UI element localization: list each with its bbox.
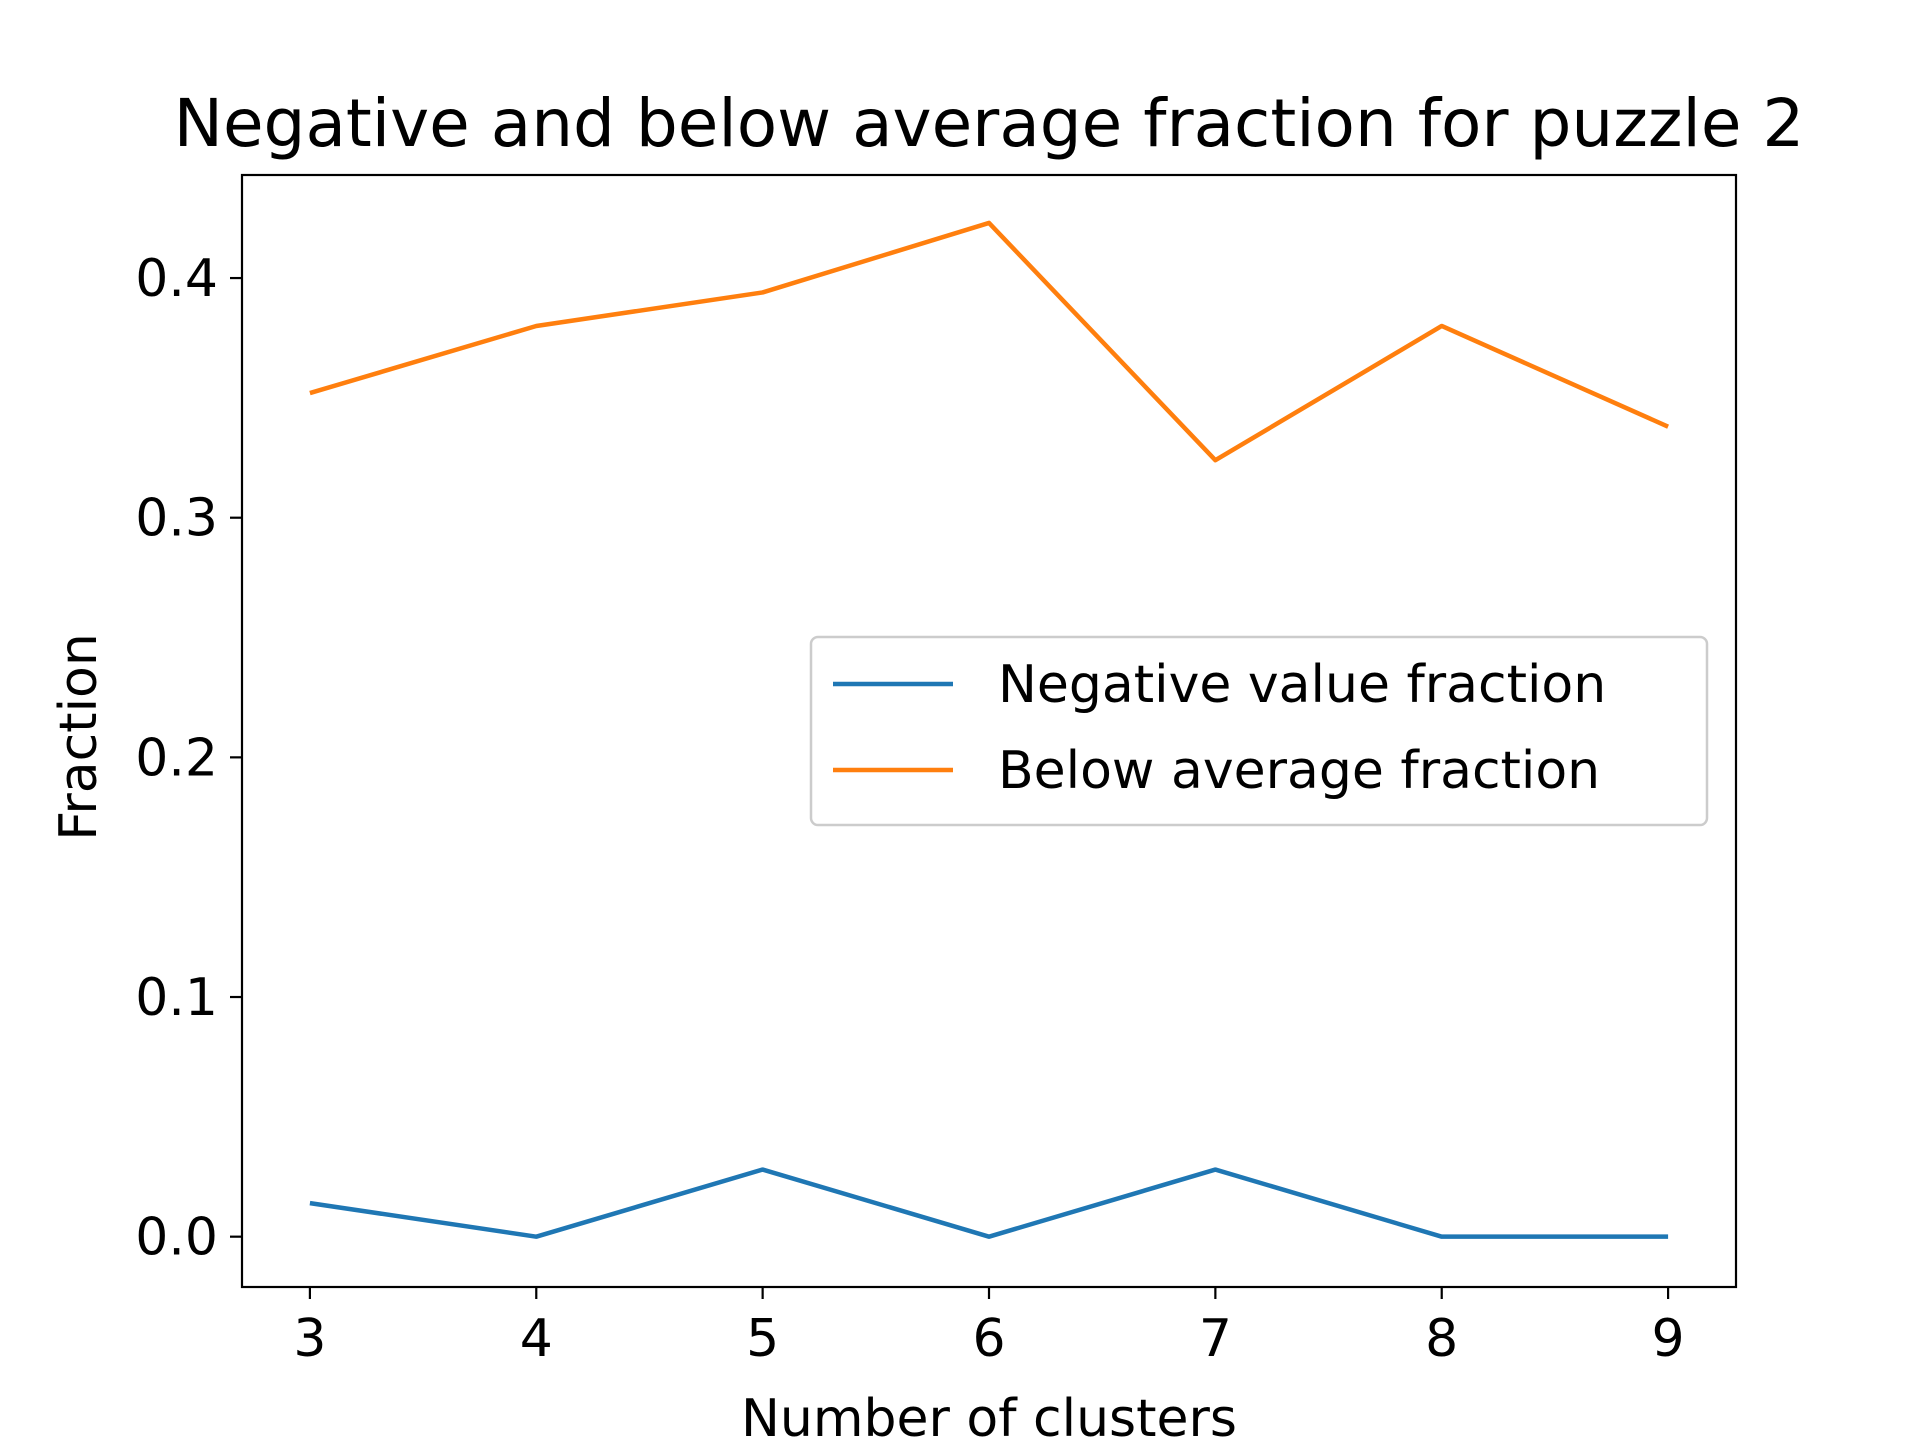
plot-frame [240, 173, 1738, 1289]
x-tick-label-0: 3 [293, 1309, 326, 1369]
y-tick-label-3: 0.3 [135, 489, 218, 549]
series-layer [309, 220, 1670, 1239]
ticks-layer: 3 4 5 6 7 8 9 0.0 0.1 0.2 0.3 0.4 [135, 249, 1684, 1369]
x-tick-label-4: 7 [1199, 1309, 1232, 1369]
legend-label-negative: Negative value fraction [998, 655, 1606, 715]
y-tick-label-0: 0.0 [135, 1208, 218, 1268]
series-line-1 [309, 220, 1670, 463]
x-tick-label-2: 5 [746, 1309, 779, 1369]
x-tick-label-3: 6 [972, 1309, 1005, 1369]
y-tick-label-2: 0.2 [135, 728, 218, 788]
y-tick-label-4: 0.4 [135, 249, 218, 309]
y-tick-label-1: 0.1 [135, 968, 218, 1028]
legend: Negative value fraction Below average fr… [809, 635, 1709, 827]
chart-title: Negative and below average fraction for … [174, 85, 1805, 162]
x-axis-label: Number of clusters [741, 1389, 1237, 1440]
series-line-0 [309, 1167, 1669, 1239]
legend-label-below-average: Below average fraction [998, 741, 1600, 801]
x-tick-label-6: 9 [1652, 1309, 1685, 1369]
x-tick-label-5: 8 [1425, 1309, 1458, 1369]
y-axis-label: Fraction [49, 633, 109, 841]
legend-box [809, 635, 1709, 827]
x-tick-label-1: 4 [520, 1309, 553, 1369]
